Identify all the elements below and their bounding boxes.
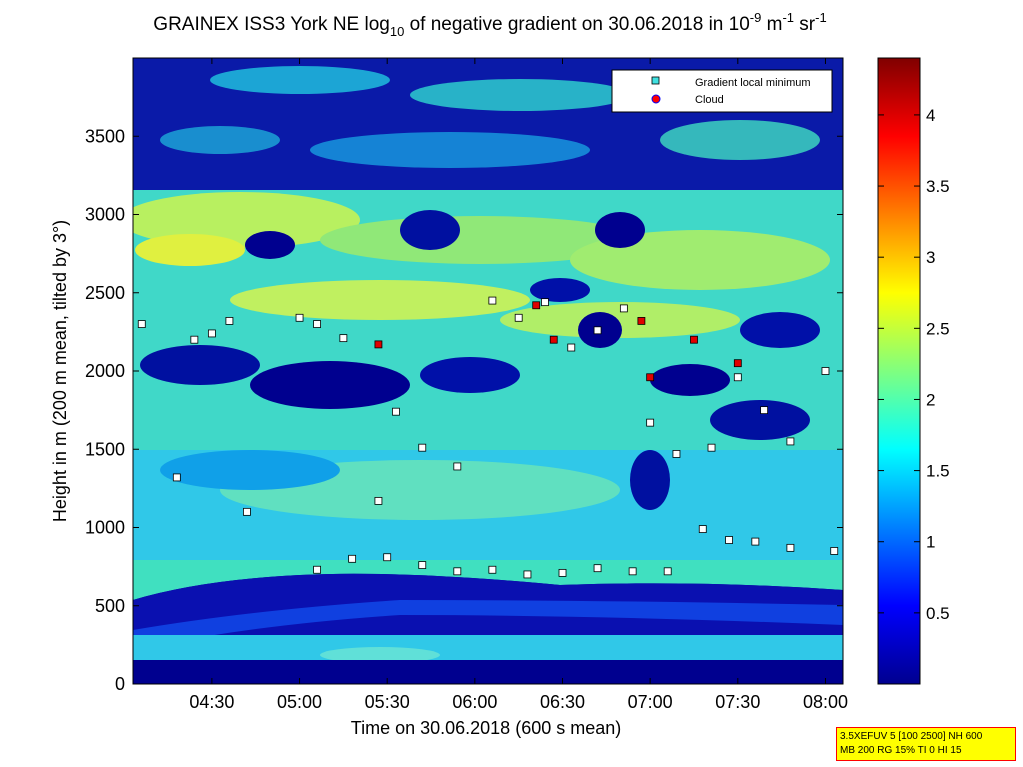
y-tick-label: 2500 <box>85 283 125 303</box>
legend-label-minimum: Gradient local minimum <box>695 77 811 89</box>
x-axis-label: Time on 30.06.2018 (600 s mean) <box>351 718 622 738</box>
colorbar <box>877 57 921 685</box>
legend-marker-minimum <box>651 76 660 85</box>
gradient-minimum-point <box>593 326 602 335</box>
gradient-minimum-point <box>821 367 830 375</box>
gradient-minimum-point <box>207 329 216 338</box>
gradient-minimum-point <box>418 561 427 569</box>
y-tick-label: 1500 <box>85 439 125 459</box>
gradient-minimum-point <box>172 473 181 482</box>
gradient-minimum-point <box>488 565 497 574</box>
colorbar-tick-label: 4 <box>926 106 935 125</box>
y-tick-label: 1000 <box>85 518 125 538</box>
gradient-minimum-point <box>488 296 497 305</box>
y-axis-ticks: 0 500 1000 1500 2000 2500 3000 3500 <box>85 126 843 694</box>
gradient-minimum-point <box>619 304 628 313</box>
y-tick-label: 500 <box>95 596 125 616</box>
gradient-minimum-point <box>760 406 769 415</box>
gradient-minimum-point <box>225 317 234 325</box>
colorbar-tick-label: 0.5 <box>926 604 950 623</box>
legend-label-cloud: Cloud <box>695 94 724 106</box>
cloud-point <box>646 373 655 382</box>
gradient-minimum-point <box>698 525 707 533</box>
info-line-1: 3.5XEFUV 5 [100 2500] NH 600 <box>840 731 983 742</box>
gradient-minimum-point <box>137 320 146 328</box>
y-tick-label: 2000 <box>85 361 125 381</box>
colorbar-ticks: 0.5 1 1.5 2 2.5 3 3.5 4 <box>878 106 950 623</box>
cloud-point <box>549 335 558 344</box>
x-tick-label: 07:30 <box>715 692 760 712</box>
x-tick-label: 06:00 <box>452 692 497 712</box>
gradient-minimum-point <box>190 335 199 344</box>
gradient-minimum-point <box>628 567 637 576</box>
x-tick-label: 07:00 <box>628 692 673 712</box>
gradient-minimum-point <box>295 313 304 322</box>
legend-box <box>611 69 833 113</box>
gradient-minimum-point <box>733 373 742 382</box>
x-tick-label: 04:30 <box>189 692 234 712</box>
cloud-point <box>374 340 383 349</box>
gradient-minimum-point <box>751 537 760 546</box>
gradient-minimum-point <box>339 334 348 343</box>
gradient-minimum-point <box>786 437 795 446</box>
info-box: 3.5XEFUV 5 [100 2500] NH 600 MB 200 RG 1… <box>836 727 1016 761</box>
colorbar-tick-label: 1 <box>926 533 935 552</box>
x-tick-label: 05:00 <box>277 692 322 712</box>
x-axis-ticks: 04:30 05:00 05:30 06:00 06:30 07:00 07:30 08:00 <box>189 58 848 712</box>
gradient-minimum-point <box>558 568 567 577</box>
legend: Gradient local minimum Cloud <box>611 69 833 113</box>
gradient-minimum-point <box>663 567 672 576</box>
gradient-minimum-point <box>786 543 795 552</box>
y-axis-label: Height in m (200 m mean, tilted by 3°) <box>50 220 70 522</box>
gradient-minimum-point <box>243 507 251 516</box>
colorbar-tick-label: 2 <box>926 390 935 409</box>
info-line-2: MB 200 RG 15% TI 0 HI 15 <box>840 745 962 756</box>
colorbar-tick-label: 2.5 <box>926 319 950 338</box>
gradient-minimum-point <box>418 443 427 452</box>
y-tick-label: 3000 <box>85 205 125 225</box>
gradient-minimum-point <box>707 443 716 452</box>
series-marks <box>137 296 839 579</box>
gradient-minimum-point <box>453 462 462 471</box>
gradient-minimum-point <box>383 553 392 562</box>
cloud-point <box>637 317 646 325</box>
gradient-minimum-point <box>453 567 462 576</box>
gradient-minimum-point <box>348 554 357 563</box>
gradient-minimum-point <box>392 407 400 416</box>
cloud-point <box>690 335 698 344</box>
gradient-minimum-point <box>567 343 576 352</box>
gradient-minimum-point <box>725 536 733 544</box>
x-tick-label: 05:30 <box>365 692 410 712</box>
colorbar-tick-label: 3 <box>926 248 935 267</box>
gradient-minimum-point <box>313 565 321 574</box>
gradient-minimum-point <box>523 570 532 579</box>
x-tick-label: 06:30 <box>540 692 585 712</box>
gradient-minimum-point <box>374 496 383 505</box>
x-tick-label: 08:00 <box>803 692 848 712</box>
colorbar-tick-label: 1.5 <box>926 462 950 481</box>
cloud-point <box>733 359 742 368</box>
gradient-minimum-point <box>672 450 681 458</box>
y-tick-label: 0 <box>115 674 125 694</box>
gradient-minimum-point <box>541 298 549 307</box>
gradient-minimum-point <box>313 320 321 328</box>
gradient-minimum-point <box>830 547 839 555</box>
gradient-minimum-point <box>593 564 602 573</box>
y-tick-label: 3500 <box>85 126 125 146</box>
cloud-point <box>532 301 541 310</box>
chart-title: GRAINEX ISS3 York NE log10 of negative g… <box>153 10 826 39</box>
legend-marker-cloud <box>651 94 661 104</box>
gradient-minimum-point <box>646 418 655 427</box>
colorbar-tick-label: 3.5 <box>926 177 950 196</box>
gradient-minimum-point <box>514 313 523 322</box>
